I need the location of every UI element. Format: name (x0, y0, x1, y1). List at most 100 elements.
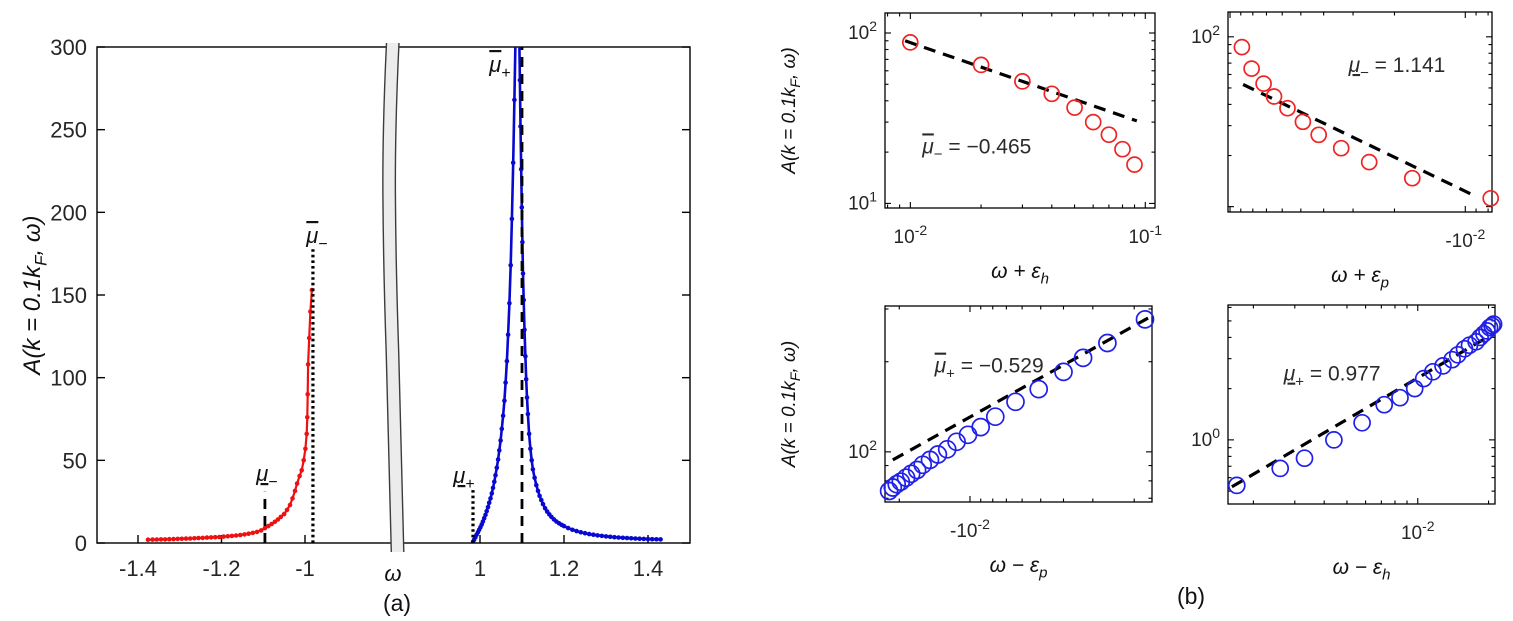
b2-exponent-annotation: μ− = 1.141 (1348, 54, 1446, 82)
particle-branch-rising-marker (503, 380, 508, 385)
particle-branch-falling-marker (565, 525, 571, 531)
particle-branch-rising-marker (494, 465, 500, 471)
panel-a-ytick-label: 250 (50, 118, 87, 143)
particle-branch-falling-marker (595, 533, 600, 538)
hole-branch-marker (292, 488, 298, 494)
panel-b-caption: (b) (1177, 583, 1205, 609)
hole-branch-marker (179, 536, 185, 542)
panel-a-ytick-label: 300 (50, 35, 87, 60)
b2-axis-box (1227, 11, 1493, 213)
b4-data-point (1405, 379, 1424, 398)
particle-branch-falling-marker (607, 534, 613, 540)
hole-branch-marker (306, 335, 312, 341)
particle-branch-rising-marker (495, 457, 501, 462)
b2-data-point (1279, 99, 1296, 117)
particle-branch-rising-marker (483, 512, 488, 518)
particle-branch-falling-marker (628, 536, 634, 541)
hole-branch-marker (305, 362, 311, 367)
particle-branch-falling-marker (534, 482, 539, 488)
b1-ytick-label: 101 (848, 188, 877, 214)
b2-data-point (1310, 126, 1328, 144)
hole-branch-marker (200, 535, 205, 541)
hole-branch-marker (233, 533, 239, 538)
particle-branch-rising-marker (509, 216, 515, 222)
hole-branch-marker (281, 511, 287, 517)
particle-branch-falling-marker (612, 534, 617, 540)
hole-branch-marker (212, 534, 218, 540)
particle-branch-rising-marker (508, 262, 513, 268)
break-band-left-edge (382, 42, 392, 553)
hole-branch-marker (154, 537, 160, 542)
hole-branch-marker (238, 532, 243, 538)
panel-a-xtick-label: 1.4 (633, 556, 664, 581)
b3-data-point (1006, 392, 1025, 412)
subplot-b1: 10-2 10-1 102 101 μ− = −0.465 ω + εh A(k = 0.1… (779, 12, 1162, 288)
panel-a-vline-3: μ+ (488, 47, 524, 543)
hole-branch-marker (162, 537, 168, 542)
b2-data-point (1403, 169, 1421, 187)
b4-data-point (1391, 388, 1409, 407)
hole-branch-marker (229, 533, 235, 539)
particle-branch-rising-marker (490, 485, 496, 491)
mu-label: μ+ (452, 463, 474, 493)
hole-branch-marker (297, 473, 302, 479)
b4-data-point (1325, 431, 1343, 449)
b3-data-point (901, 464, 921, 484)
hole-branch-marker (305, 391, 311, 397)
b4-data-point (1471, 328, 1489, 347)
hole-branch-marker (254, 529, 260, 535)
hole-branch-marker (258, 528, 264, 533)
panel-a-curves (145, 47, 663, 543)
b4-data-point (1414, 369, 1433, 388)
b4-data-point (1353, 413, 1371, 432)
b2-data-point (1482, 189, 1500, 207)
particle-branch-rising-marker (488, 496, 493, 501)
panel-a-vline-2: μ+ (452, 463, 475, 543)
b2-ticks (1228, 12, 1492, 212)
particle-branch-falling-marker (523, 353, 528, 359)
hole-branch-marker (304, 431, 310, 437)
b4-data-point (1448, 345, 1467, 364)
particle-branch-falling-marker (649, 536, 655, 542)
hole-branch-marker (204, 535, 210, 540)
hole-branch-marker (299, 468, 305, 473)
hole-branch-marker (158, 537, 164, 542)
particle-branch-falling-marker (524, 395, 530, 400)
b3-data-point (1135, 310, 1155, 329)
b1-data-point (1043, 85, 1061, 103)
b3-data-point (971, 417, 991, 437)
particle-branch-falling-marker (519, 205, 525, 210)
b4-markers (1227, 315, 1503, 495)
particle-branch-falling-marker (582, 530, 588, 536)
b1-markers (901, 34, 1143, 173)
particle-branch-falling-marker (603, 534, 609, 539)
b3-xtick-label: -10-2 (950, 516, 990, 542)
particle-branch-falling-marker (539, 497, 544, 503)
particle-branch-falling-marker (586, 531, 592, 537)
panel-a-xtick-label: 1 (474, 556, 486, 581)
hole-branch-marker (196, 535, 201, 541)
particle-branch-falling-marker (526, 431, 532, 437)
particle-branch-falling-marker (528, 446, 533, 452)
particle-branch-falling-marker (624, 535, 630, 541)
particle-branch-falling-marker (620, 535, 626, 541)
b4-data-point (1375, 395, 1394, 414)
b1-fit-line (904, 39, 1138, 123)
hole-branch-marker (225, 534, 231, 539)
mu-label: μ− (255, 461, 277, 491)
b1-xtick-label: 10-1 (1128, 222, 1162, 248)
particle-branch-rising-marker (493, 472, 498, 478)
b1-exponent-annotation: μ− = −0.465 (921, 135, 1031, 163)
b1-data-point (1084, 113, 1102, 131)
particle-branch-falling-marker (570, 527, 575, 533)
particle-branch-rising-marker (498, 438, 503, 443)
b2-data-point (1294, 113, 1312, 131)
b4-ticks (1228, 305, 1495, 504)
b1-ytick-label: 102 (848, 18, 877, 44)
hole-branch-marker (183, 536, 189, 541)
b4-data-point (1434, 357, 1452, 375)
panel-a-xlabel: ω (384, 561, 401, 586)
particle-branch-rising-marker (497, 448, 502, 453)
hole-branch-marker (242, 532, 247, 537)
